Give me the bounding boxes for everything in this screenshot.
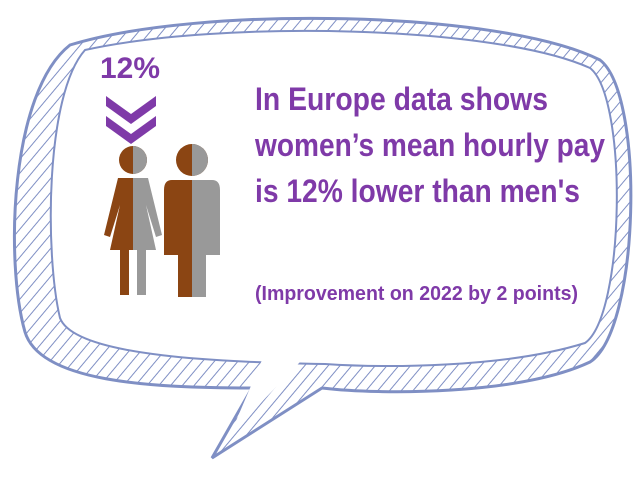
stat: 12% [100, 52, 160, 85]
note: (Improvement on 2022 by 2 points) [255, 283, 578, 305]
headline-line: is 12% lower than men's [255, 173, 580, 209]
headline-line: women’s mean hourly pay [254, 127, 605, 163]
headline-line: In Europe data shows [255, 81, 548, 117]
page: 12% In Europe data shows women’s mean ho… [0, 0, 641, 485]
infographic: 12% In Europe data shows women’s mean ho… [0, 0, 641, 485]
